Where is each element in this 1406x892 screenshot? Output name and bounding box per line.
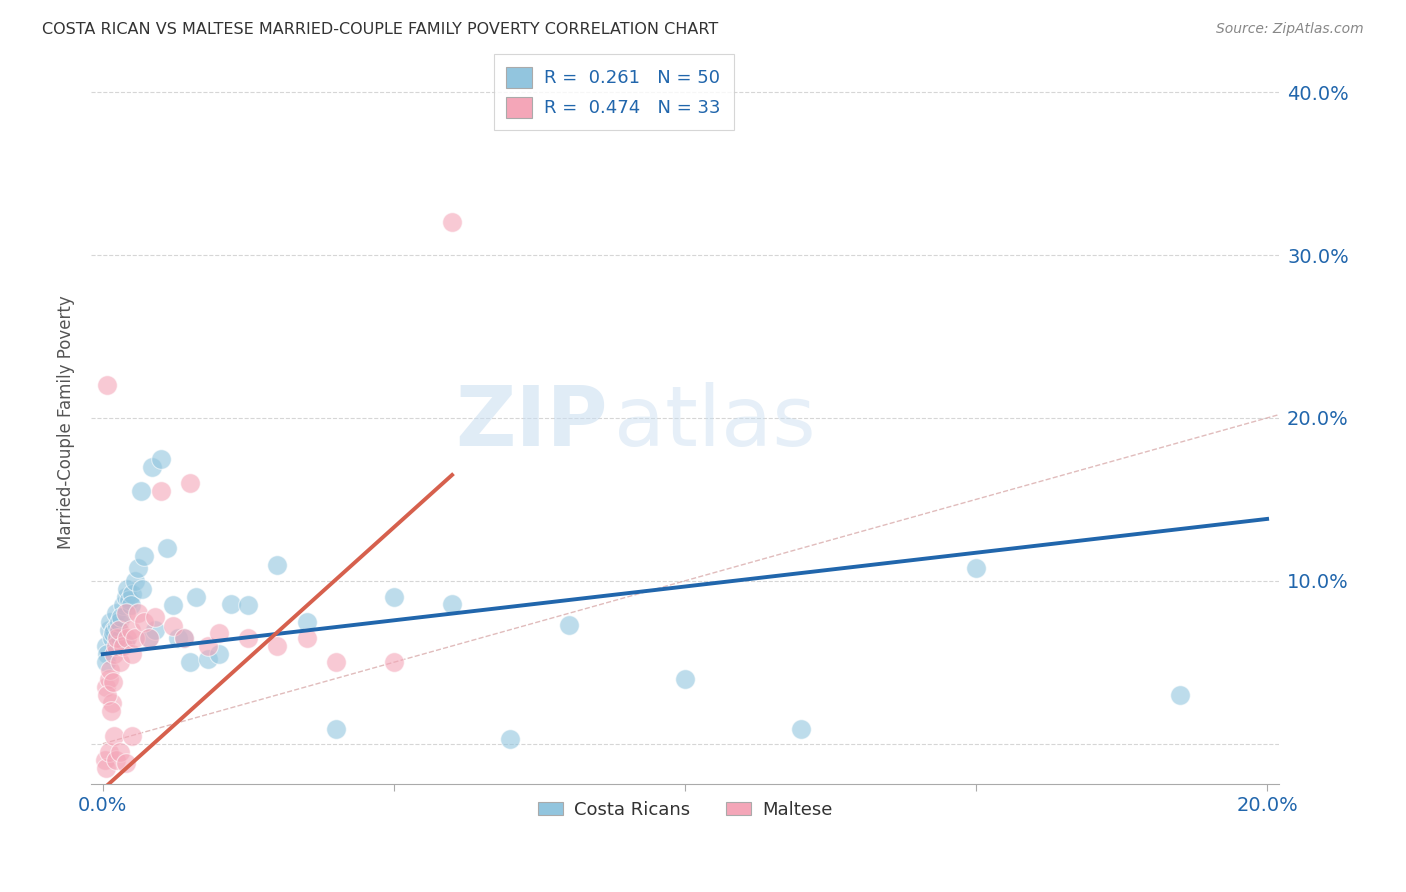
Point [790,722,813,736]
Point [110,631,132,645]
Point [100,704,122,718]
Point [103,729,125,743]
Point [118,593,141,607]
Point [132,549,155,564]
Point [98,664,121,678]
Point [105,631,128,645]
Point [112,639,135,653]
Point [238,631,260,645]
Point [325,655,347,669]
Point [117,631,139,645]
Point [219,597,242,611]
Point [112,599,135,613]
Point [124,631,146,645]
Point [104,607,127,621]
Point [108,615,131,629]
Point [103,647,125,661]
Point [104,639,127,653]
Point [96,688,118,702]
Point [121,729,143,743]
Point [115,756,138,771]
Point [114,636,136,650]
Point [129,484,152,499]
Point [120,623,142,637]
Point [100,696,122,710]
Point [103,623,125,637]
Point [104,753,127,767]
Point [94,639,117,653]
Point [557,617,579,632]
Text: atlas: atlas [613,382,815,463]
Point [184,590,207,604]
Point [162,599,184,613]
Point [98,615,121,629]
Point [103,626,125,640]
Point [108,623,131,637]
Point [131,582,153,596]
Point [382,590,405,604]
Point [238,599,260,613]
Point [965,561,987,575]
Point [167,631,190,645]
Point [105,619,128,633]
Point [143,609,166,624]
Point [173,631,195,645]
Point [173,631,195,645]
Point [93,753,115,767]
Point [150,484,173,499]
Y-axis label: Married-Couple Family Poverty: Married-Couple Family Poverty [58,295,75,549]
Point [141,459,163,474]
Point [94,680,117,694]
Point [295,631,318,645]
Point [266,558,288,572]
Point [382,655,405,669]
Point [103,674,125,689]
Point [132,615,155,629]
Point [197,652,219,666]
Point [197,639,219,653]
Point [499,731,522,746]
Point [295,615,318,629]
Point [110,745,132,759]
Point [97,745,120,759]
Point [150,451,173,466]
Point [120,599,142,613]
Point [121,587,143,601]
Point [97,672,120,686]
Point [441,215,464,229]
Point [162,619,184,633]
Text: ZIP: ZIP [456,382,607,463]
Text: Source: ZipAtlas.com: Source: ZipAtlas.com [1216,22,1364,37]
Point [117,582,139,596]
Point [138,631,160,645]
Point [115,590,138,604]
Point [110,609,132,624]
Point [266,639,288,653]
Point [143,623,166,637]
Point [96,655,118,669]
Point [208,647,231,661]
Point [127,607,149,621]
Point [138,631,160,645]
Point [325,722,347,736]
Point [100,631,122,645]
Point [441,597,464,611]
Point [96,761,118,775]
Point [156,541,179,556]
Text: COSTA RICAN VS MALTESE MARRIED-COUPLE FAMILY POVERTY CORRELATION CHART: COSTA RICAN VS MALTESE MARRIED-COUPLE FA… [42,22,718,37]
Point [673,672,696,686]
Point [208,626,231,640]
Point [110,655,132,669]
Point [121,647,143,661]
Point [97,623,120,637]
Point [179,655,201,669]
Point [115,607,138,621]
Legend: Costa Ricans, Maltese: Costa Ricans, Maltese [530,794,839,826]
Point [124,574,146,588]
Point [179,476,201,491]
Point [96,378,118,392]
Point [1168,688,1191,702]
Point [96,647,118,661]
Point [127,561,149,575]
